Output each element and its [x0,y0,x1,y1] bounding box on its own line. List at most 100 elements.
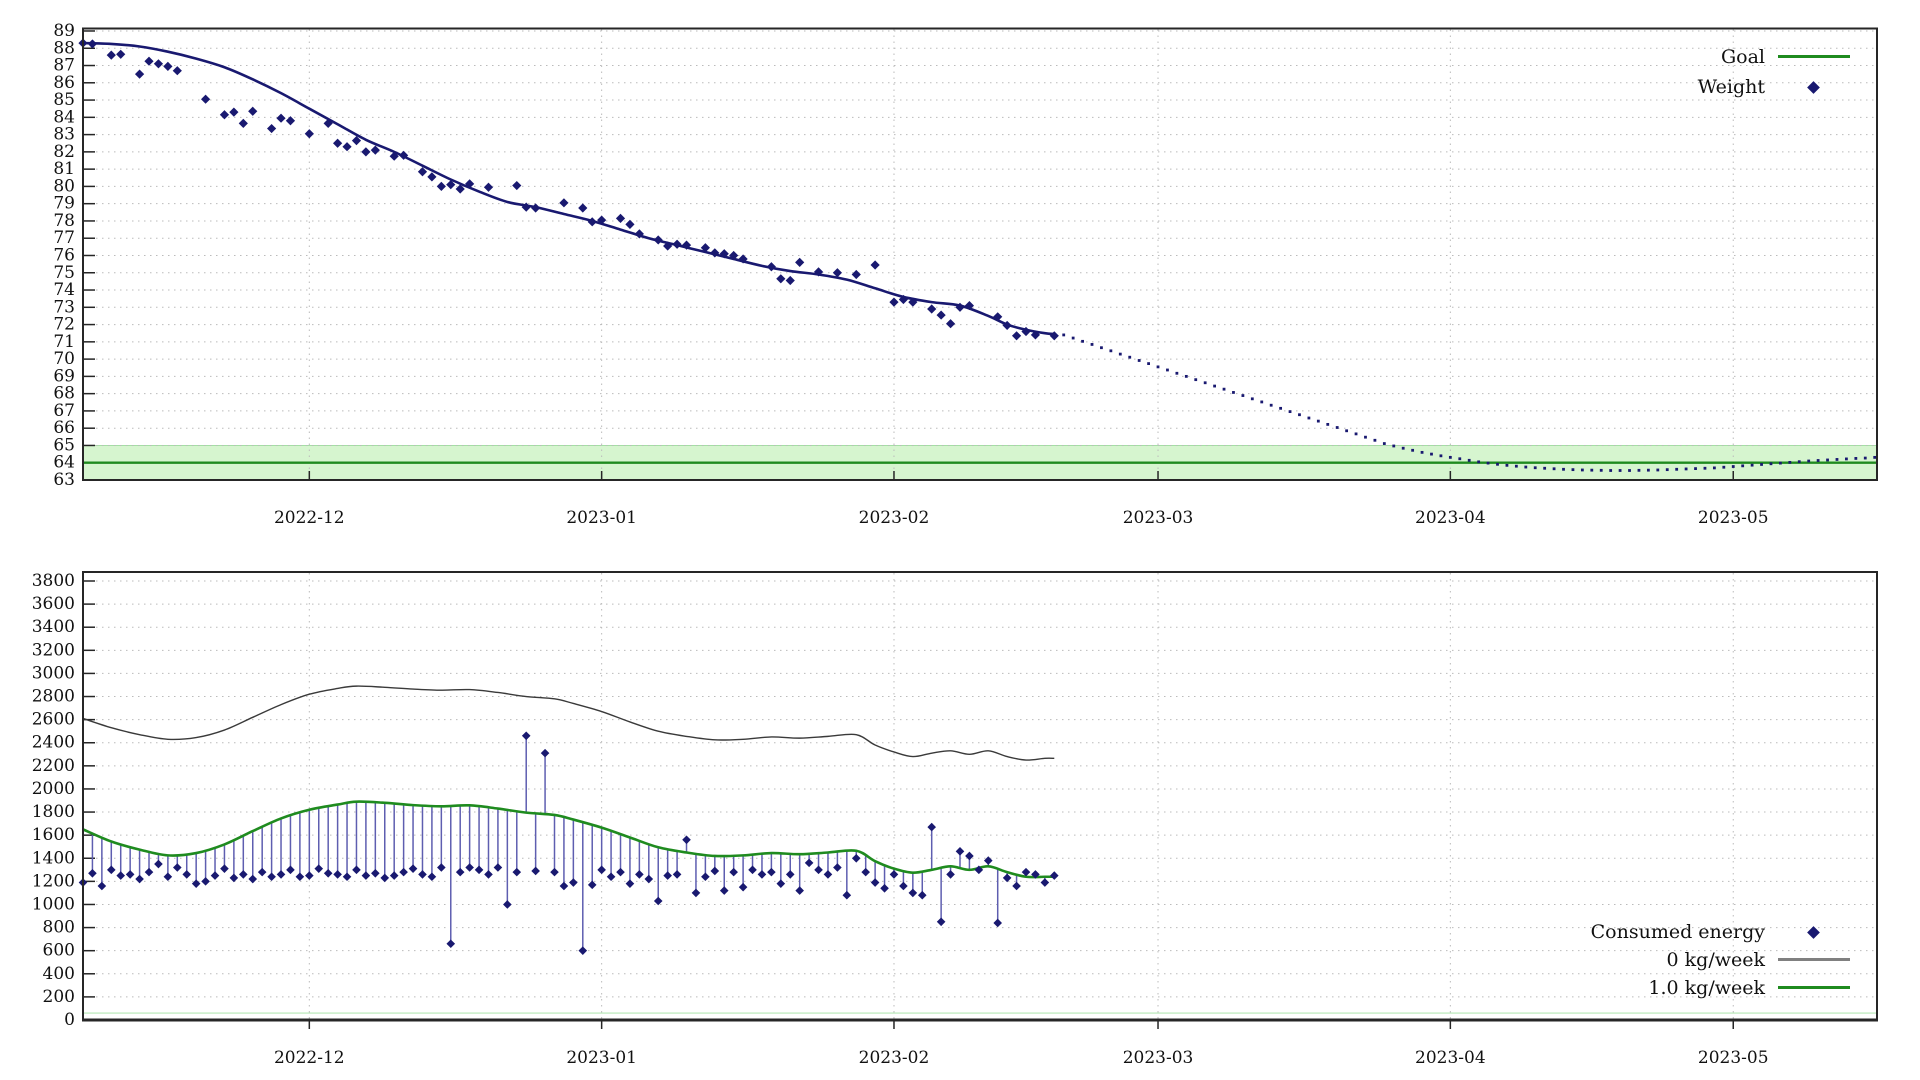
projection-dot [1580,468,1584,472]
weight-point [832,268,842,278]
consumed-energy-point [625,879,635,888]
consumed-energy-point [323,868,333,878]
projection-dot [1807,459,1811,463]
tick-label: 84 [53,107,75,127]
projection-dot [1769,462,1773,466]
consumed-energy-point [644,874,654,884]
tick-label: 73 [53,297,75,317]
consumed-energy-point [267,872,276,882]
weight-point [719,249,729,259]
weight-point [116,49,126,59]
consumed-energy-point [135,874,144,884]
projection-dot [1543,466,1547,470]
projection-dot [1797,460,1801,464]
consumed-energy-point [719,886,729,895]
consumed-energy-point [484,870,493,879]
weight-point [163,61,173,71]
projection-dot [1750,463,1754,467]
consumed-energy-point [191,879,201,888]
weight-point [672,239,682,249]
tick-label: 79 [53,194,75,214]
tick-label: 67 [53,401,75,421]
consumed-energy-point [276,870,286,879]
legend-1kg-week-line-swatch [1778,986,1850,989]
projection-dot [1609,469,1613,472]
weight-point [700,243,710,253]
tick-label: 83 [53,125,75,145]
tick-label: 64 [53,453,75,473]
weight-point [889,297,899,307]
weight-point [870,260,880,270]
weight-point [1002,320,1012,331]
tick-label: 600 [43,941,75,961]
projection-dot [1166,368,1169,372]
consumed-energy-point [748,865,757,875]
projection-dot [1222,387,1226,391]
tick-label: 75 [53,263,75,283]
tick-label: 89 [53,21,75,41]
projection-dot [1646,468,1650,472]
tick-label: 2023-04 [1415,1048,1486,1068]
tick-label: 200 [43,987,75,1007]
consumed-energy-point [729,867,738,877]
tick-label: 3800 [32,571,75,591]
weight-point [370,145,380,155]
projection-dot [1213,384,1216,388]
consumed-energy-point [1049,871,1059,880]
consumed-energy-point [710,866,720,876]
projection-dot [1288,410,1292,414]
consumed-energy-point [955,847,965,856]
consumed-energy-point [295,872,305,882]
consumed-energy-point [785,870,795,879]
projection-dot [1779,461,1782,465]
weight-point [729,250,739,261]
consumed-energy-point [983,856,993,865]
consumed-energy-point [757,870,767,879]
projection-dot [1364,435,1367,439]
consumed-energy-point [201,877,210,886]
projection-dot [1109,349,1113,353]
consumed-energy-point [682,835,691,845]
projection-dot [1590,468,1594,472]
consumed-energy-point [314,864,324,873]
weight-point [483,182,494,192]
tick-label: 80 [53,176,75,196]
tick-label: 2800 [32,687,75,707]
projection-dot [1675,467,1679,471]
projection-dot [1448,455,1452,459]
tick-label: 1000 [32,894,75,914]
consumed-energy-point [352,865,361,875]
weight-point [625,219,635,230]
weight-point [333,138,343,148]
tick-label: 2023-02 [859,508,930,528]
weight-point [945,319,956,329]
weight-point [587,217,597,227]
projection-dot [1232,391,1235,394]
consumed-energy-point [672,870,682,879]
projection-dot [1835,458,1839,461]
consumed-energy-point [776,879,786,888]
tick-label: 68 [53,384,75,404]
projection-dot [1147,362,1150,366]
projection-dot [1684,467,1688,471]
weight-point [399,150,409,160]
weight-point [776,274,786,284]
consumed-energy-point [465,863,474,872]
legend-weight-label: Weight [1697,76,1765,98]
consumed-energy-point [333,870,342,879]
weight-point [417,167,428,177]
weight-point [908,297,918,307]
projection-dot [1439,454,1443,458]
consumed-energy-point [305,871,314,880]
projection-dot [1373,438,1377,442]
consumed-energy-point [1021,867,1031,877]
projection-dot [1552,467,1556,471]
consumed-energy-point [559,881,569,891]
projection-dot [1279,406,1283,410]
weight-point [1030,330,1041,340]
projection-dot [1854,457,1858,460]
projection-dot [1250,397,1254,401]
consumed-energy-point [606,872,616,882]
consumed-energy-point [116,871,126,880]
tick-label: 3200 [32,640,75,660]
